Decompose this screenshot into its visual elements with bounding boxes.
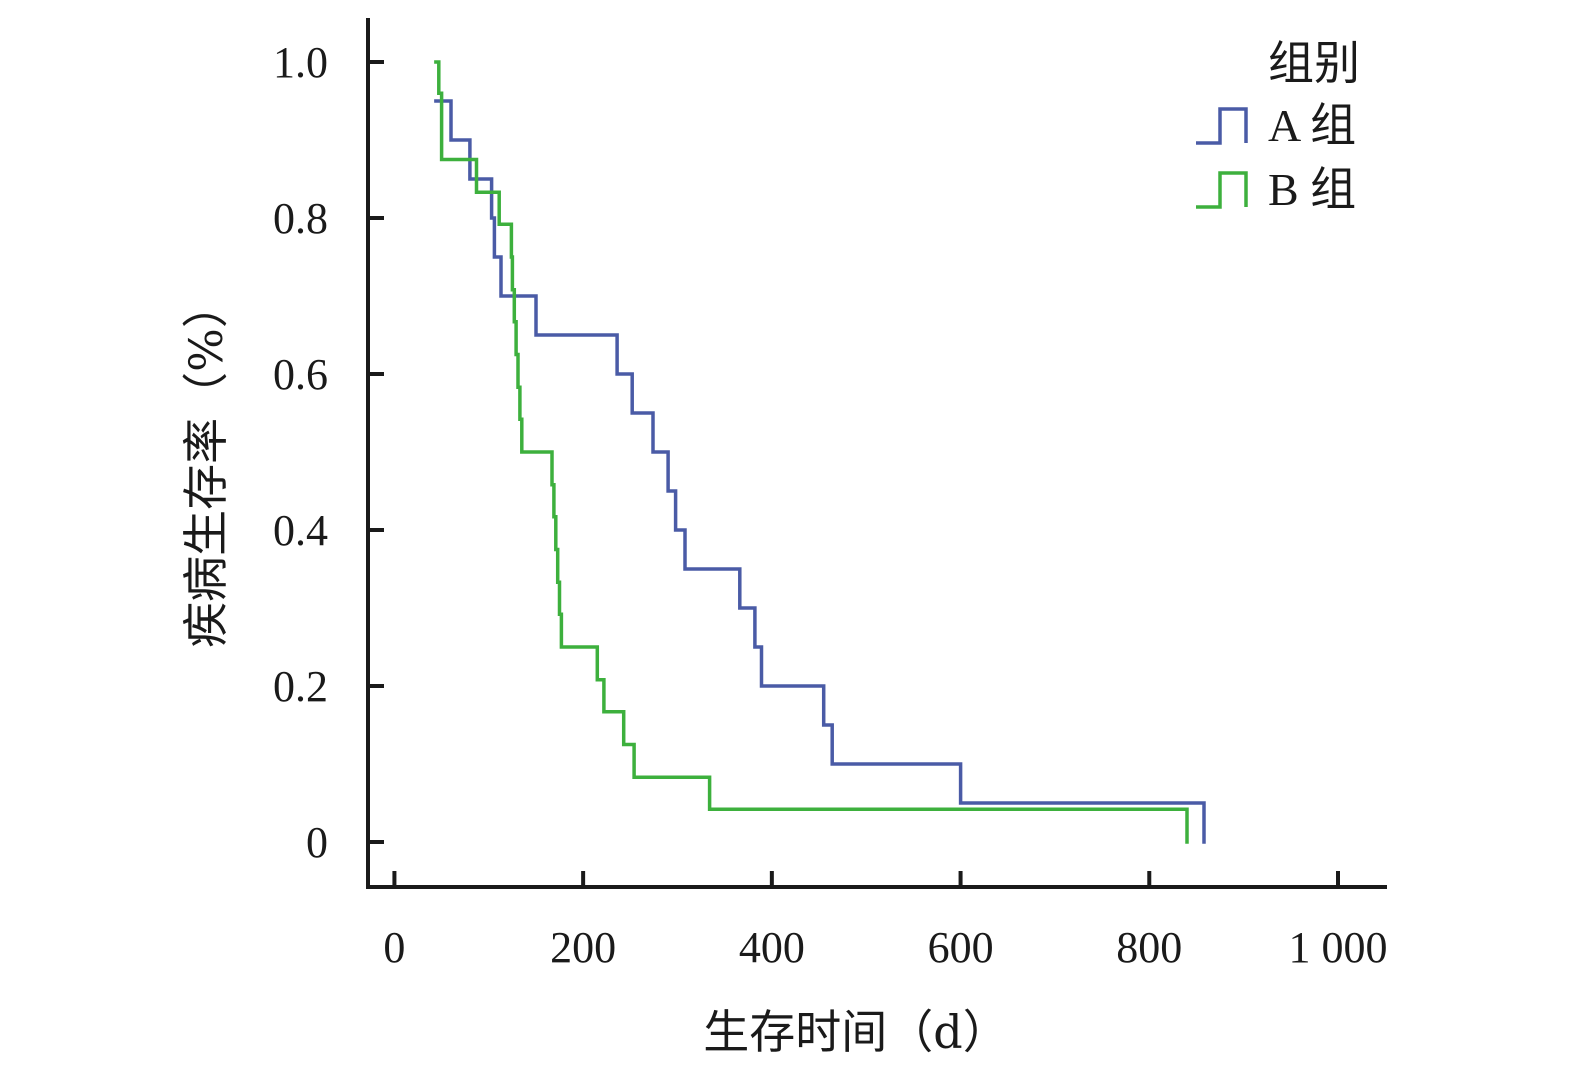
y-tick-label: 0.6 xyxy=(273,350,328,399)
legend-symbol-1 xyxy=(1196,107,1248,145)
legend-items: A 组 B 组 xyxy=(1196,100,1356,215)
x-axis-title: 生存时间（d） xyxy=(703,1005,1008,1059)
y-ticks: 0 0.2 0.4 0.6 0.8 1.0 xyxy=(273,38,384,867)
x-tick-label: 400 xyxy=(739,923,805,972)
x-tick-label: 1 000 xyxy=(1289,923,1388,972)
axes xyxy=(366,18,1387,889)
legend-title: 组别 xyxy=(1268,36,1360,90)
x-tick-label: 600 xyxy=(928,923,994,972)
x-ticks: 0 200 400 600 800 1 000 xyxy=(383,871,1388,972)
legend-label-2: B 组 xyxy=(1268,164,1356,215)
series-line-1 xyxy=(434,99,1206,844)
legend-symbol-2 xyxy=(1196,171,1248,209)
y-axis-title: 疾病生存率（%） xyxy=(179,282,233,648)
x-tick-label: 200 xyxy=(550,923,616,972)
x-tick-label: 0 xyxy=(383,923,405,972)
series-layer xyxy=(434,60,1206,844)
y-tick-label: 0.4 xyxy=(273,506,328,555)
y-tick-label: 0.8 xyxy=(273,194,328,243)
legend: 组别 A 组 B 组 xyxy=(1196,36,1360,215)
legend-label-1: A 组 xyxy=(1268,100,1356,151)
x-tick-label: 800 xyxy=(1116,923,1182,972)
y-tick-label: 0 xyxy=(306,818,328,867)
y-tick-label: 1.0 xyxy=(273,38,328,87)
y-tick-label: 0.2 xyxy=(273,662,328,711)
series-line-2 xyxy=(434,60,1189,844)
